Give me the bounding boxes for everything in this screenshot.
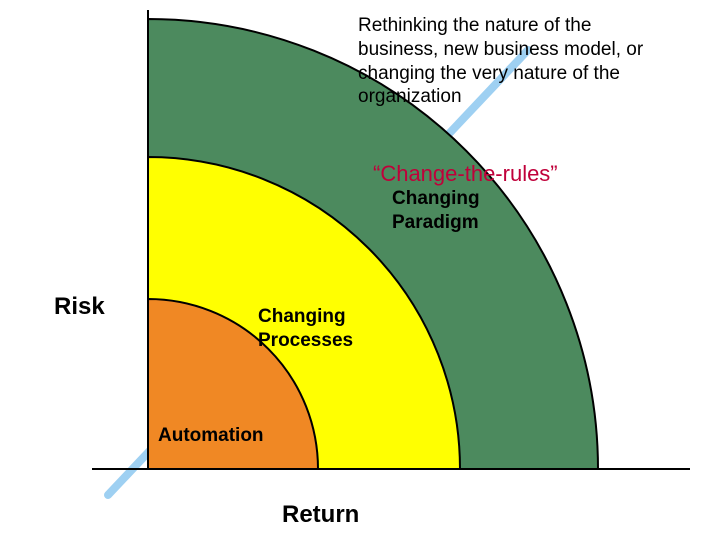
risk-axis-label: Risk — [54, 292, 105, 322]
top-caption: Rethinking the nature of the business, n… — [358, 14, 658, 109]
automation-label: Automation — [158, 424, 264, 448]
change-the-rules-label: “Change-the-rules” — [373, 160, 558, 188]
return-axis-label: Return — [282, 500, 359, 530]
changing-paradigm-label: Changing Paradigm — [392, 187, 522, 235]
diagram-stage: Rethinking the nature of the business, n… — [0, 0, 720, 540]
changing-processes-label: Changing Processes — [258, 305, 388, 353]
